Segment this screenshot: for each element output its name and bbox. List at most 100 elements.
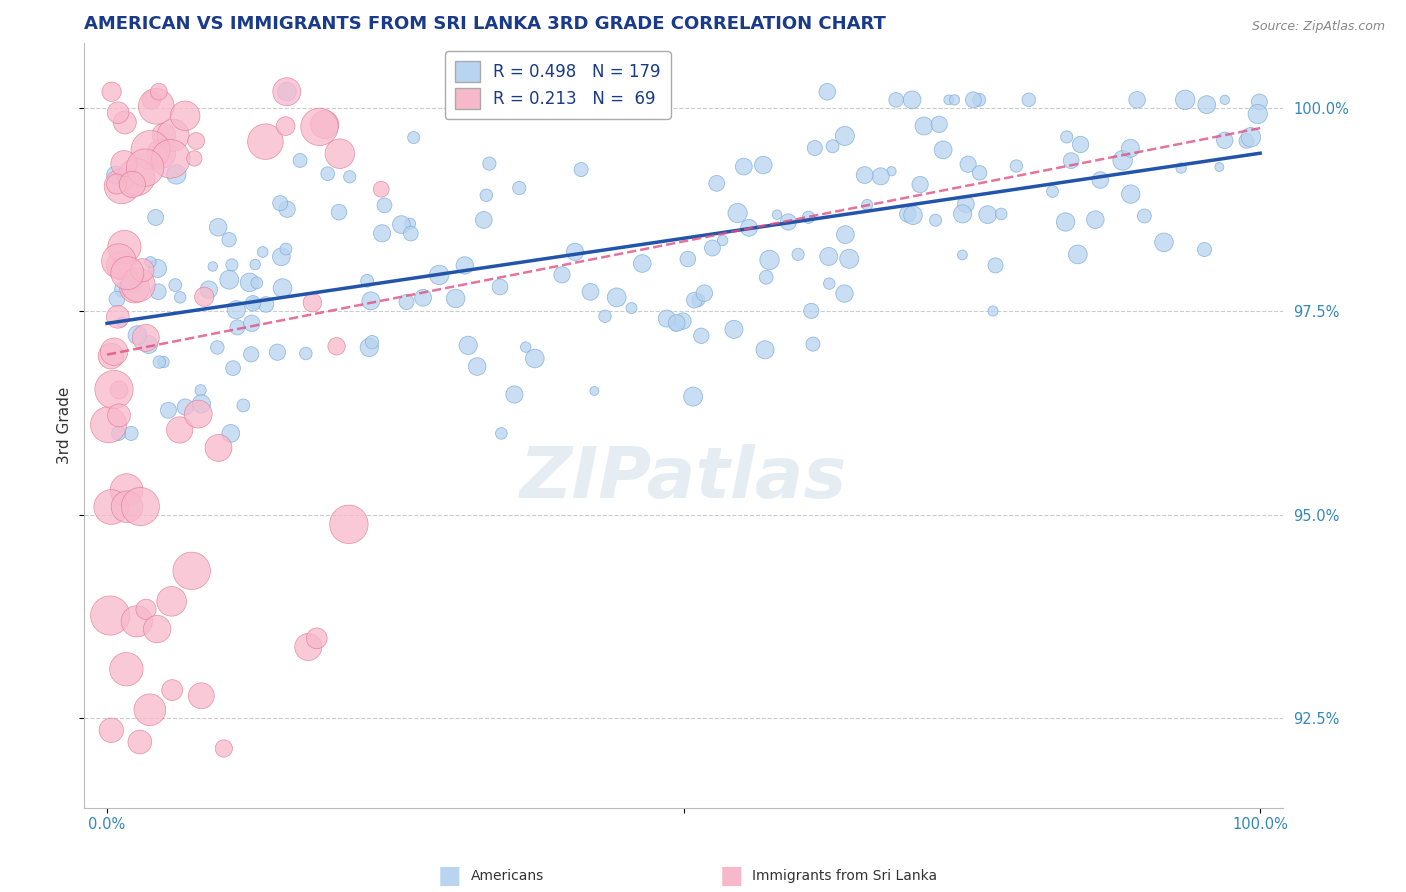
Point [110,315,132,329]
Point [969,166,991,180]
Point [620,301,643,315]
Point [1090,173,1112,187]
Point [1213,93,1236,107]
Point [169,423,191,437]
Point [186,134,208,148]
Point [183,152,205,166]
Point [1153,235,1175,250]
Point [328,205,350,219]
Point [276,85,298,99]
Text: AMERICAN VS IMMIGRANTS FROM SRI LANKA 3RD GRADE CORRELATION CHART: AMERICAN VS IMMIGRANTS FROM SRI LANKA 3R… [84,15,886,33]
Point [190,689,212,703]
Point [127,277,149,292]
Point [246,276,269,290]
Point [665,318,688,332]
Text: Americans: Americans [471,869,544,883]
Legend: R = 0.498   N = 179, R = 0.213   N =  69: R = 0.498 N = 179, R = 0.213 N = 69 [444,51,671,119]
Point [339,169,361,184]
Point [508,181,530,195]
Point [242,296,264,310]
Point [337,517,360,532]
Text: ■: ■ [439,864,461,888]
Point [489,280,512,294]
Point [579,285,602,299]
Point [869,169,891,184]
Point [207,341,229,355]
Point [834,128,856,143]
Point [145,99,167,113]
Point [702,241,724,255]
Point [115,662,138,676]
Point [243,296,266,310]
Point [239,276,262,290]
Point [1194,243,1216,257]
Point [755,270,778,285]
Point [800,304,823,318]
Point [103,383,125,397]
Point [190,384,212,398]
Point [583,384,606,398]
Point [146,261,169,276]
Point [631,256,654,270]
Point [683,293,706,307]
Point [111,282,134,296]
Point [912,119,935,133]
Point [834,227,856,242]
Point [232,398,254,412]
Point [503,387,526,401]
Point [427,268,450,282]
Point [218,273,240,287]
Point [815,85,838,99]
Point [797,211,820,225]
Point [117,266,139,280]
Point [360,293,382,308]
Point [655,311,678,326]
Point [901,93,924,107]
Point [169,290,191,304]
Point [924,213,946,227]
Point [111,179,134,194]
Y-axis label: 3rd Grade: 3rd Grade [58,386,72,464]
Point [1174,93,1197,107]
Point [240,316,263,330]
Point [444,292,467,306]
Point [187,407,209,421]
Point [190,397,212,411]
Point [478,156,501,170]
Point [359,341,381,355]
Point [955,197,977,211]
Point [928,117,950,131]
Point [754,343,776,357]
Point [395,295,418,310]
Point [127,328,149,343]
Point [957,157,980,171]
Point [932,143,955,157]
Point [733,160,755,174]
Point [146,622,169,636]
Point [160,594,183,608]
Point [1067,247,1090,261]
Point [198,283,221,297]
Point [138,337,160,351]
Point [159,152,181,166]
Point [856,198,879,212]
Point [371,227,394,241]
Point [1195,97,1218,112]
Point [908,178,931,192]
Point [962,93,984,107]
Point [221,258,243,272]
Point [1213,133,1236,147]
Point [693,286,716,301]
Point [950,248,973,262]
Point [100,349,122,363]
Point [329,146,352,161]
Point [804,141,827,155]
Point [606,290,628,304]
Point [125,170,148,185]
Point [108,383,131,397]
Point [738,220,761,235]
Point [107,426,129,441]
Point [105,177,128,191]
Point [121,276,143,290]
Point [107,254,129,268]
